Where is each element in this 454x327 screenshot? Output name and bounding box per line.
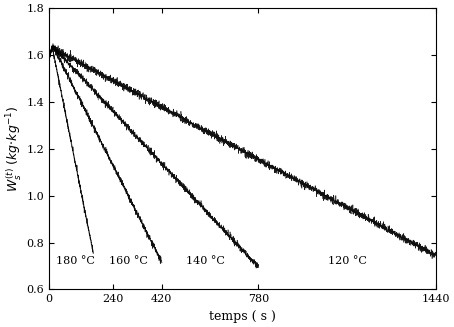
Text: 160 °C: 160 °C xyxy=(109,256,148,267)
Text: 120 °C: 120 °C xyxy=(328,256,367,267)
Text: 180 °C: 180 °C xyxy=(56,256,95,267)
X-axis label: temps ( s ): temps ( s ) xyxy=(209,310,276,323)
Y-axis label: $W_s^{(t)}$ $(kg{\cdot}kg^{-1})$: $W_s^{(t)}$ $(kg{\cdot}kg^{-1})$ xyxy=(4,106,24,192)
Text: 140 °C: 140 °C xyxy=(186,256,225,267)
